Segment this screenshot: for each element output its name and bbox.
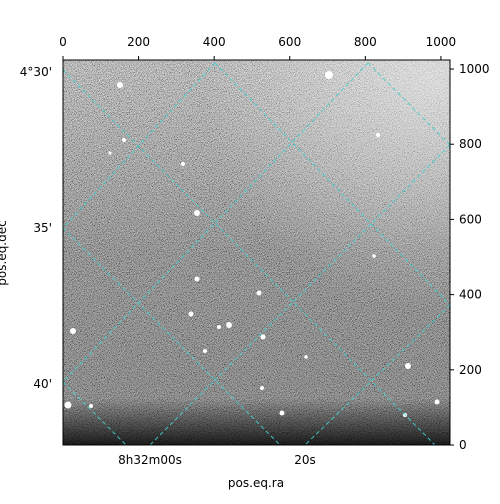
x-tick-label: 800 (354, 35, 377, 49)
y-tick-label: 1000 (459, 62, 490, 76)
x-tick-label: 0 (59, 35, 67, 49)
x-tick-label: 600 (278, 35, 301, 49)
y-tick-label: 800 (459, 137, 482, 151)
x-axis-label: pos.eq.ra (228, 476, 284, 490)
x-tick-label: 200 (127, 35, 150, 49)
dec-label: 35' (33, 221, 52, 235)
x-tick-label: 1000 (426, 35, 457, 49)
dec-label: 4°30' (20, 65, 52, 79)
ra-label: 8h32m00s (118, 453, 182, 467)
stars (64, 71, 440, 417)
ra-label: 20s (294, 453, 316, 467)
y-tick-label: 600 (459, 212, 482, 226)
dec-label: 40' (33, 377, 52, 391)
coordinate-grid (63, 62, 450, 445)
image (63, 60, 450, 445)
y-axis-label: pos.eq.dec (0, 220, 9, 285)
y-tick-label: 0 (459, 438, 467, 452)
frame (62, 59, 451, 446)
y-tick-label: 200 (459, 363, 482, 377)
x-tick-label: 400 (203, 35, 226, 49)
y-tick-label: 400 (459, 288, 482, 302)
